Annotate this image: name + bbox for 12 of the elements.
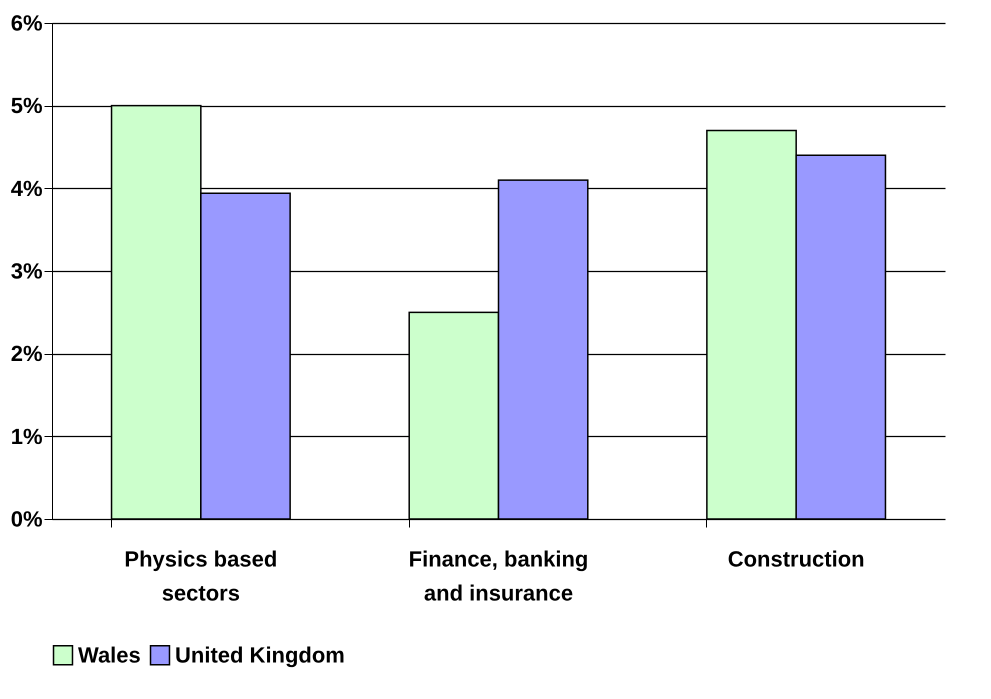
y-tick-label: 2%: [10, 341, 42, 366]
x-tick-label: Physics based sectors: [124, 546, 278, 606]
y-tick-label: 3%: [10, 258, 42, 284]
x-tick-label: Finance, banking and insurance: [408, 546, 588, 606]
y-tick-label: 0%: [10, 506, 42, 532]
y-tick-label: 6%: [10, 10, 42, 36]
legend-label: Wales: [78, 642, 141, 668]
y-tick-label: 1%: [10, 424, 42, 449]
y-tick-label: 4%: [10, 176, 42, 201]
legend-label: United Kingdom: [175, 642, 345, 668]
y-tick-label: 5%: [10, 93, 42, 118]
x-tick-label: Construction: [728, 546, 865, 572]
